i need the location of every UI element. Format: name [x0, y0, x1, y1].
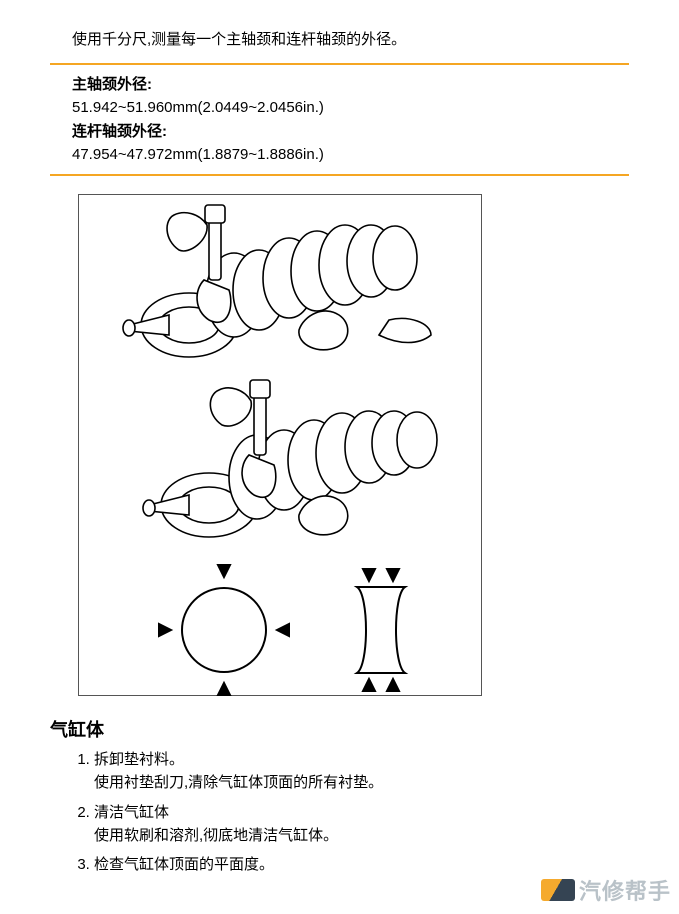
intro-text: 使用千分尺,测量每一个主轴颈和连杆轴颈的外径。	[72, 28, 629, 49]
main-journal-value: 51.942~51.960mm(2.0449~2.0456in.)	[72, 96, 629, 119]
spec-box: 主轴颈外径: 51.942~51.960mm(2.0449~2.0456in.)…	[50, 63, 629, 176]
technical-figure	[78, 194, 482, 696]
list-item: 拆卸垫衬料。 使用衬垫刮刀,清除气缸体顶面的所有衬垫。	[94, 748, 629, 795]
step-title: 清洁气缸体	[94, 801, 629, 824]
rod-journal-label: 连杆轴颈外径:	[72, 123, 167, 140]
steps-list: 拆卸垫衬料。 使用衬垫刮刀,清除气缸体顶面的所有衬垫。 清洁气缸体 使用软刷和溶…	[50, 748, 629, 876]
watermark: 汽修帮手	[541, 874, 671, 906]
step-title: 检查气缸体顶面的平面度。	[94, 853, 629, 876]
main-journal-label: 主轴颈外径:	[72, 76, 152, 93]
step-title: 拆卸垫衬料。	[94, 748, 629, 771]
list-item: 清洁气缸体 使用软刷和溶剂,彻底地清洁气缸体。	[94, 801, 629, 848]
section-title: 气缸体	[50, 716, 629, 742]
rod-journal-value: 47.954~47.972mm(1.8879~1.8886in.)	[72, 143, 629, 166]
step-body: 使用软刷和溶剂,彻底地清洁气缸体。	[94, 824, 629, 847]
step-body: 使用衬垫刮刀,清除气缸体顶面的所有衬垫。	[94, 771, 629, 794]
watermark-text: 汽修帮手	[579, 874, 671, 906]
watermark-icon	[541, 879, 575, 901]
list-item: 检查气缸体顶面的平面度。	[94, 853, 629, 876]
